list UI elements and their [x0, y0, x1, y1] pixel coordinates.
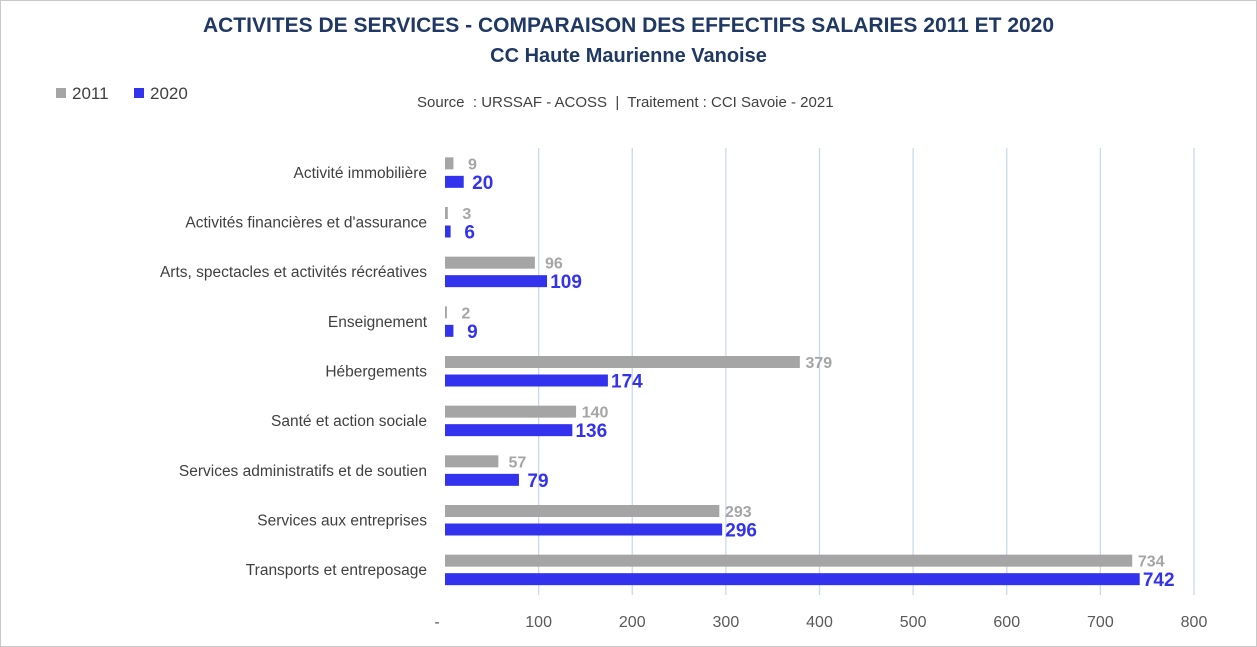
- data-label-2020-2: 109: [550, 272, 582, 293]
- x-tick-label-1: 100: [525, 614, 552, 631]
- x-tick-label-3: 300: [713, 614, 740, 631]
- x-tick-label-2: 200: [619, 614, 646, 631]
- bar-2011-6: [445, 455, 499, 468]
- bar-2020-4: [445, 374, 608, 387]
- data-label-2020-3: 9: [467, 322, 478, 343]
- x-tick-label-4: 400: [806, 614, 833, 631]
- category-label-5: Santé et action sociale: [271, 413, 427, 430]
- legend-item-2020: 2020: [134, 84, 188, 104]
- x-tick-label-6: 600: [993, 614, 1020, 631]
- legend-swatch-2020: [134, 88, 144, 98]
- x-tick-label-7: 700: [1087, 614, 1114, 631]
- bar-2011-7: [445, 505, 720, 517]
- x-tick-label-5: 500: [900, 614, 927, 631]
- chart-title: ACTIVITES DE SERVICES - COMPARAISON DES …: [202, 14, 1055, 37]
- category-label-2: Arts, spectacles et activités récréative…: [160, 264, 427, 281]
- bar-2011-3: [445, 306, 447, 319]
- bar-2020-8: [445, 573, 1140, 586]
- data-label-2011-3: 2: [461, 305, 470, 322]
- bar-2020-6: [445, 473, 519, 486]
- category-label-0: Activité immobilière: [293, 165, 427, 182]
- legend-label-2020: 2020: [150, 84, 188, 103]
- data-label-2020-7: 296: [725, 521, 757, 542]
- legend-swatch-2011: [56, 88, 66, 98]
- source-note: Source : URSSAF - ACOSS | Traitement : C…: [417, 94, 834, 111]
- bar-2011-4: [445, 356, 800, 368]
- category-label-1: Activités financières et d'assurance: [185, 215, 427, 232]
- bar-2011-2: [445, 256, 535, 269]
- bar-2011-0: [445, 157, 454, 170]
- category-label-8: Transports et entreposage: [246, 562, 427, 579]
- bar-2020-1: [445, 225, 451, 238]
- data-label-2011-0: 9: [468, 156, 477, 173]
- bar-2020-3: [445, 324, 454, 337]
- data-label-2020-1: 6: [464, 223, 475, 244]
- data-label-2020-8: 742: [1143, 570, 1175, 591]
- bar-2020-5: [445, 424, 573, 437]
- category-label-7: Services aux entreprises: [257, 513, 427, 530]
- legend-item-2011: 2011: [56, 84, 109, 104]
- data-label-2020-5: 136: [575, 421, 607, 442]
- category-label-3: Enseignement: [328, 314, 428, 331]
- x-tick-label-0: -: [434, 614, 439, 631]
- data-label-2011-6: 57: [508, 454, 526, 471]
- category-label-4: Hébergements: [325, 364, 427, 381]
- data-label-2020-0: 20: [472, 173, 493, 194]
- data-label-2011-5: 140: [582, 405, 609, 422]
- data-label-2020-4: 174: [611, 372, 643, 393]
- data-label-2011-1: 3: [462, 206, 471, 223]
- legend-label-2011: 2011: [72, 84, 109, 103]
- x-tick-label-8: 800: [1181, 614, 1208, 631]
- bar-2020-0: [445, 175, 464, 188]
- bar-2011-5: [445, 405, 577, 418]
- data-label-2011-4: 379: [805, 355, 832, 372]
- category-label-6: Services administratifs et de soutien: [179, 463, 427, 480]
- bar-2011-1: [445, 207, 448, 219]
- data-label-2011-7: 293: [725, 504, 752, 521]
- bar-2020-2: [445, 275, 548, 288]
- data-label-2020-6: 79: [527, 471, 548, 492]
- data-label-2011-2: 96: [545, 256, 563, 273]
- chart-subtitle: CC Haute Maurienne Vanoise: [490, 45, 767, 67]
- data-label-2011-8: 734: [1138, 554, 1165, 571]
- bar-2020-7: [445, 523, 723, 536]
- bar-2011-8: [445, 554, 1133, 567]
